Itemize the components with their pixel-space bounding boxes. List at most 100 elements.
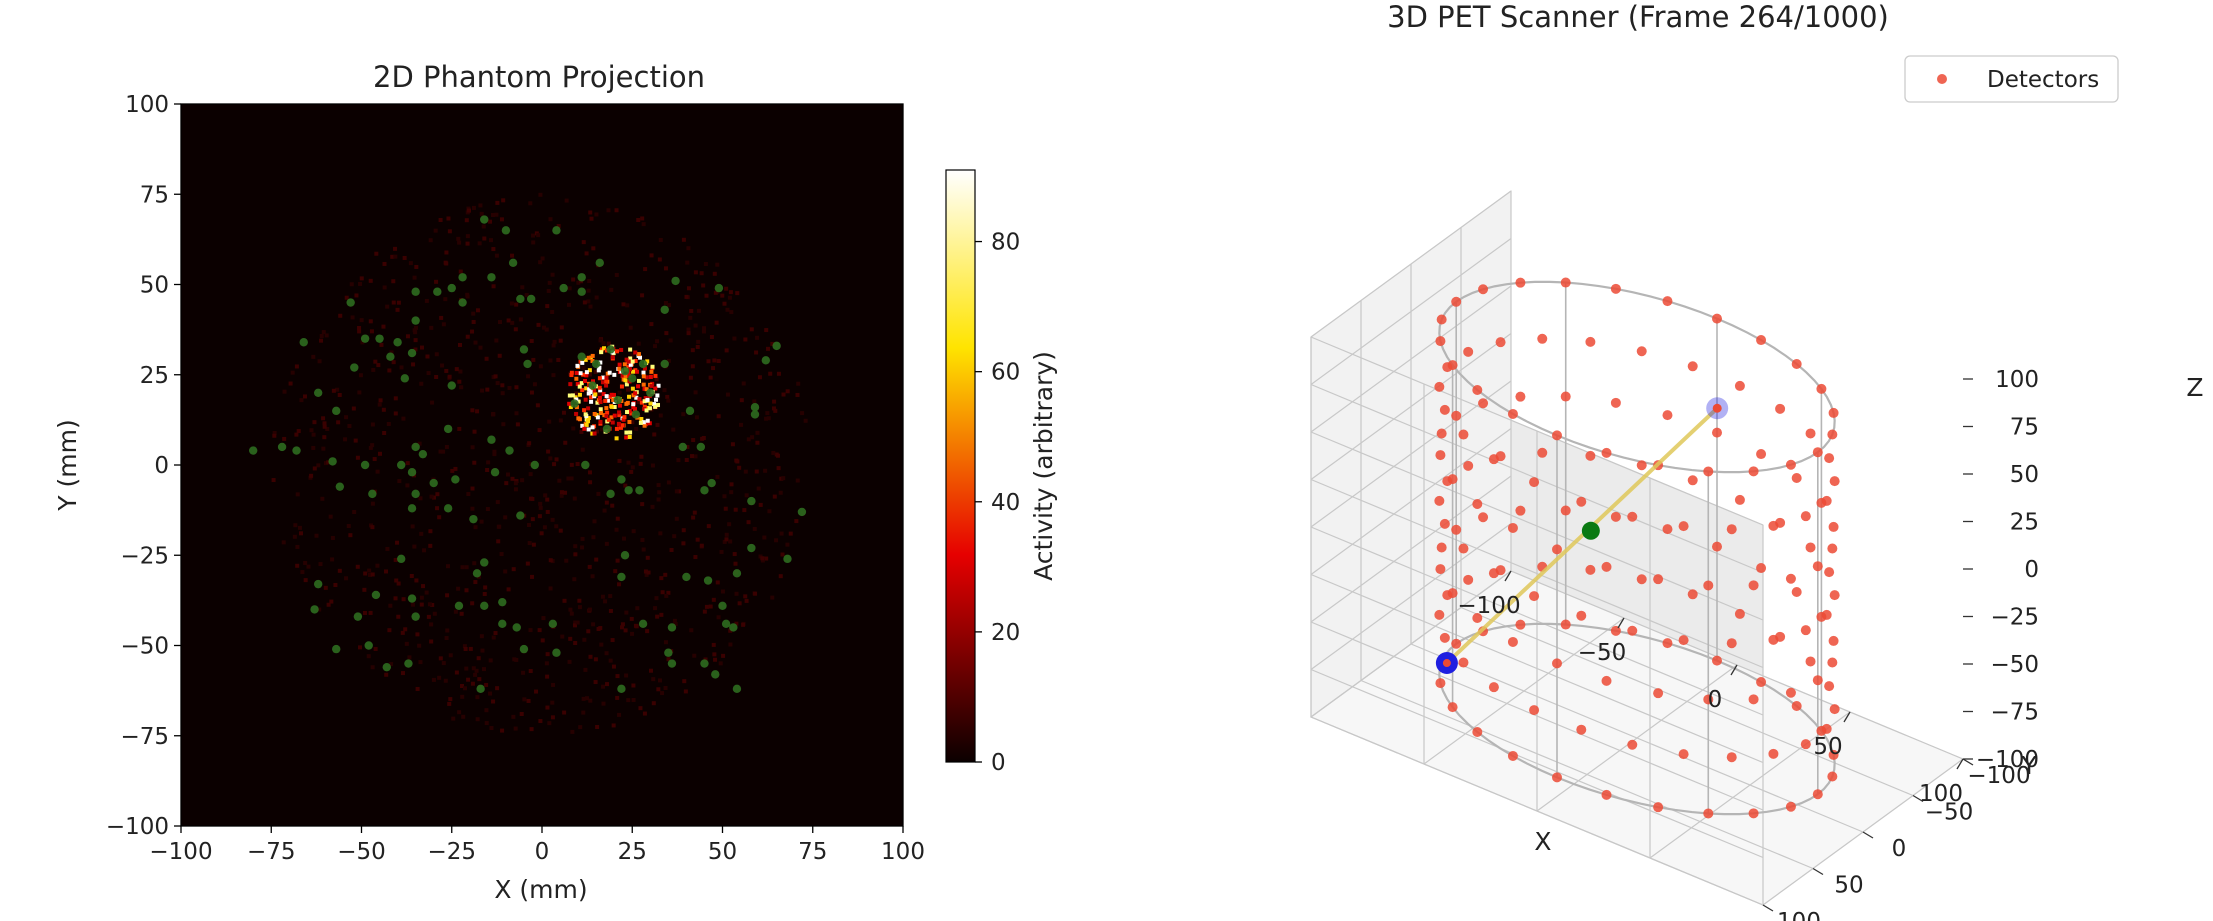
noise-pixel (578, 725, 583, 730)
annihilation-event (1435, 397, 1729, 675)
detector (1537, 447, 1548, 458)
hot-pixel (611, 398, 616, 403)
noise-pixel (518, 317, 523, 322)
noise-pixel (628, 325, 633, 330)
hot-pixel (583, 397, 588, 402)
noise-pixel (641, 547, 646, 552)
noise-pixel (770, 595, 775, 600)
noise-pixel (454, 670, 459, 675)
noise-pixel (429, 325, 434, 330)
noise-pixel (602, 508, 607, 513)
noise-pixel (519, 712, 524, 717)
grid-line (1310, 428, 1512, 575)
noise-pixel (395, 307, 400, 312)
detector (1478, 284, 1489, 295)
noise-pixel (739, 422, 744, 427)
noise-pixel (640, 216, 645, 221)
noise-pixel (444, 368, 449, 373)
noise-pixel (459, 385, 464, 390)
noise-pixel (409, 573, 414, 578)
noise-pixel (785, 389, 790, 394)
noise-pixel (564, 558, 569, 563)
noise-pixel (582, 637, 587, 642)
noise-pixel (485, 387, 490, 392)
noise-pixel (415, 686, 420, 691)
noise-pixel (709, 335, 714, 340)
hot-pixel (633, 358, 638, 363)
emission-point (747, 496, 756, 506)
noise-pixel (656, 497, 661, 502)
emission-point (480, 215, 489, 224)
noise-pixel (501, 422, 506, 427)
noise-pixel (471, 205, 476, 210)
detector (1768, 634, 1779, 645)
phantom-image-background (181, 104, 903, 826)
detector (1800, 625, 1811, 636)
noise-pixel (430, 602, 435, 607)
noise-pixel (437, 515, 442, 520)
y-tick-label: 100 (125, 92, 169, 118)
noise-pixel (672, 534, 677, 539)
emission-point (747, 543, 756, 553)
noise-pixel (594, 212, 599, 217)
noise-pixel (685, 260, 690, 265)
noise-pixel (653, 606, 658, 611)
emission-point (469, 514, 478, 524)
noise-pixel (545, 497, 550, 502)
noise-pixel (408, 261, 413, 266)
detector (1662, 410, 1673, 421)
noise-pixel (577, 605, 582, 610)
hot-pixel (641, 420, 646, 425)
emission-point (552, 648, 561, 657)
noise-pixel (664, 593, 669, 598)
detector (1435, 564, 1446, 575)
noise-pixel (396, 300, 401, 305)
noise-pixel (395, 540, 400, 545)
noise-pixel (641, 222, 646, 227)
noise-pixel (581, 710, 586, 715)
noise-pixel (664, 331, 669, 336)
noise-pixel (657, 257, 662, 262)
noise-pixel (729, 482, 734, 487)
noise-pixel (583, 667, 588, 672)
noise-pixel (479, 211, 484, 216)
y3d-tick-mark (1812, 867, 1824, 876)
noise-pixel (651, 677, 656, 682)
noise-pixel (447, 229, 452, 234)
noise-pixel (545, 304, 550, 309)
noise-pixel (531, 542, 536, 547)
hot-pixel (599, 350, 604, 355)
noise-pixel (488, 691, 493, 696)
noise-pixel (712, 271, 717, 276)
emission-point (277, 442, 287, 452)
noise-pixel (608, 594, 613, 599)
detector (1829, 476, 1840, 487)
emission-point (480, 558, 489, 567)
emission-point (646, 388, 655, 397)
noise-pixel (660, 691, 665, 696)
noise-pixel (464, 588, 469, 593)
noise-pixel (572, 577, 577, 582)
noise-pixel (415, 632, 420, 637)
noise-pixel (580, 545, 585, 550)
emission-point (682, 572, 691, 582)
noise-pixel (424, 298, 429, 303)
noise-pixel (691, 438, 696, 443)
noise-pixel (749, 327, 754, 332)
noise-pixel (514, 657, 519, 662)
noise-pixel (456, 236, 461, 241)
noise-pixel (546, 449, 551, 454)
noise-pixel (401, 597, 406, 602)
grid-line (1649, 711, 1851, 859)
emission-point (750, 410, 760, 419)
emission-point (628, 374, 637, 383)
hot-pixel (624, 357, 629, 362)
noise-pixel (573, 620, 578, 625)
hot-pixel (578, 371, 583, 376)
noise-pixel (636, 218, 641, 223)
detector (1451, 524, 1462, 535)
noise-pixel (702, 609, 707, 614)
emission-point (407, 504, 417, 513)
noise-pixel (343, 437, 348, 442)
hot-pixel (583, 357, 588, 362)
